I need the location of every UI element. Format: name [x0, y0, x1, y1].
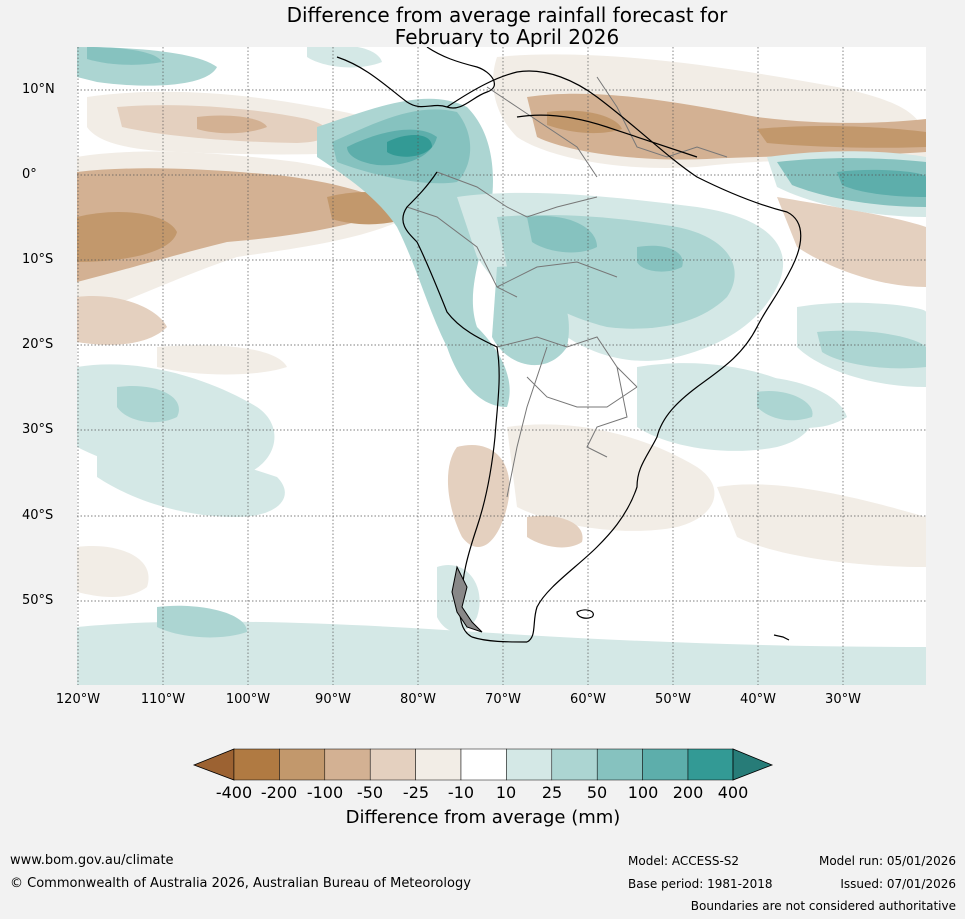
- graticule: [77, 47, 926, 685]
- legend-title: Difference from average (mm): [345, 807, 621, 828]
- wet-amazon-core: [527, 216, 597, 253]
- legend-arrow-high: [732, 748, 774, 781]
- legend-bin: [279, 748, 326, 781]
- chile-archipelago: [451, 565, 483, 633]
- lat-label-30s: 30°S: [22, 422, 54, 437]
- legend-tick: 400: [717, 783, 749, 802]
- lon-label-60w: 60°W: [570, 692, 606, 707]
- boundary-disclaimer: Boundaries are not considered authoritat…: [690, 899, 956, 913]
- dry-band-west-dark: [77, 212, 177, 262]
- country-borders: [406, 76, 728, 498]
- model-run-date: Model run: 05/01/2026: [818, 854, 956, 868]
- lon-label-30w: 30°W: [825, 692, 861, 707]
- legend-bin: [324, 748, 371, 781]
- lon-label-110w: 110°W: [140, 692, 186, 707]
- legend-bin: [415, 748, 462, 781]
- legend-tick: 10: [495, 783, 517, 802]
- wet-pacific-south-mid2: [157, 605, 247, 638]
- lon-label-100w: 100°W: [225, 692, 271, 707]
- legend-tick: 25: [541, 783, 563, 802]
- map-title: Difference from average rainfall forecas…: [0, 4, 965, 48]
- legend-bin: [687, 748, 734, 781]
- legend-bin: [460, 748, 507, 781]
- dry-south-pacific-light: [77, 546, 149, 597]
- legend-bin: [506, 748, 553, 781]
- model-name: Model: ACCESS-S2: [628, 854, 740, 868]
- rainfall-map: [77, 47, 926, 685]
- legend-tick: 50: [586, 783, 608, 802]
- legend-bin: [596, 748, 643, 781]
- lon-label-90w: 90°W: [315, 692, 351, 707]
- lon-label-70w: 70°W: [485, 692, 521, 707]
- atlantic-coast-south-america: [446, 70, 802, 643]
- issued-date: Issued: 07/01/2026: [840, 877, 956, 891]
- dry-patch-north-dark: [197, 115, 267, 134]
- rainfall-map-canvas: [77, 47, 926, 685]
- central-america-coast: [336, 47, 495, 109]
- dry-argentina-light: [507, 424, 715, 531]
- legend-tick: 100: [627, 783, 659, 802]
- copyright-text: © Commonwealth of Australia 2026, Austra…: [10, 876, 471, 891]
- legend-tick: -50: [356, 783, 384, 802]
- legend-tick: 200: [672, 783, 704, 802]
- legend-tick: -100: [306, 783, 344, 802]
- wet-bolivia-light: [492, 266, 569, 366]
- dry-caribbean-dark: [547, 110, 622, 134]
- dry-south-atlantic-light: [717, 484, 926, 567]
- lat-label-40s: 40°S: [22, 508, 54, 523]
- base-period: Base period: 1981-2018: [628, 877, 773, 891]
- legend-bin: [369, 748, 416, 781]
- title-line-2: February to April 2026: [394, 25, 620, 49]
- dry-argentina-mid: [527, 515, 583, 548]
- wet-anomaly-areas: [77, 47, 926, 685]
- wet-north-pacific-mid: [87, 47, 162, 65]
- caribbean-coast: [516, 114, 698, 158]
- islands-falklands: [576, 609, 594, 619]
- lon-label-40w: 40°W: [740, 692, 776, 707]
- lat-label-0: 0°: [22, 167, 37, 182]
- legend-tick: -10: [447, 783, 475, 802]
- wet-east-atlantic-core: [837, 169, 926, 197]
- wet-pacific-mid-light: [97, 444, 285, 517]
- legend-bin: [233, 748, 280, 781]
- legend-tick: -400: [215, 783, 253, 802]
- lat-label-10s: 10°S: [22, 252, 54, 267]
- lat-label-20s: 20°S: [22, 337, 54, 352]
- wet-gulf-light: [307, 47, 382, 68]
- legend-tick: -25: [402, 783, 430, 802]
- legend-bin: [551, 748, 598, 781]
- dry-pacific-south-light: [77, 296, 167, 345]
- dry-north-brazil: [777, 197, 926, 287]
- dry-band-west-mid: [77, 168, 397, 282]
- lat-label-10n: 10°N: [22, 82, 55, 97]
- wet-atlantic-south-mid: [757, 391, 813, 421]
- lon-label-50w: 50°W: [655, 692, 691, 707]
- legend-arrow-low: [192, 748, 235, 781]
- islands-south-georgia: [773, 634, 790, 641]
- legend-tick: -200: [260, 783, 298, 802]
- dry-central-pacific-light: [157, 345, 287, 375]
- dry-atlantic-dark: [757, 125, 926, 148]
- lon-label-120w: 120°W: [55, 692, 101, 707]
- wet-pacific-south-mid: [117, 386, 179, 423]
- lon-label-80w: 80°W: [400, 692, 436, 707]
- dry-patagonia-light: [447, 445, 510, 547]
- title-line-1: Difference from average rainfall forecas…: [286, 3, 728, 27]
- wet-colombia-peak: [387, 135, 432, 157]
- legend-bin: [642, 748, 689, 781]
- wet-south-atlantic-east-mid: [817, 330, 926, 369]
- wet-southern-ocean-light: [77, 621, 926, 685]
- lat-label-50s: 50°S: [22, 593, 54, 608]
- website-link[interactable]: www.bom.gov.au/climate: [10, 853, 174, 868]
- wet-brazil-light-core: [637, 245, 683, 272]
